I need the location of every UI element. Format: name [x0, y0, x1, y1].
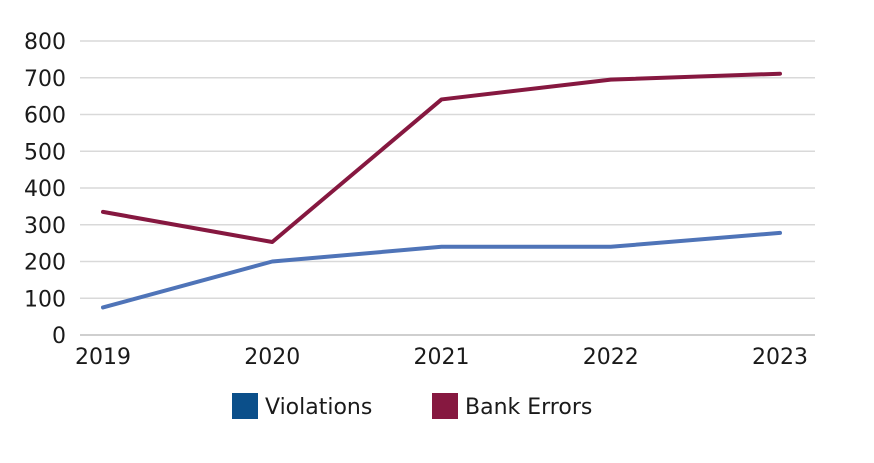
- data-point-bank-errors-2019: [101, 210, 105, 214]
- data-point-bank-errors-2020: [270, 240, 274, 244]
- data-point-violations-2022: [609, 245, 613, 249]
- data-point-bank-errors-2022: [609, 78, 613, 82]
- x-tick-label-2023: 2023: [752, 345, 808, 370]
- y-tick-label-0: 0: [52, 324, 66, 349]
- y-tick-label-700: 700: [24, 67, 66, 92]
- series-line-violations: [101, 230, 782, 310]
- x-axis-tick-labels: 2019 2020 2021 2022 2023: [75, 345, 808, 370]
- y-tick-label-500: 500: [24, 140, 66, 165]
- legend-swatch-bank-errors: [432, 393, 458, 419]
- series-line-bank-errors: [101, 71, 782, 245]
- data-point-violations-2020: [270, 260, 274, 264]
- y-tick-label-300: 300: [24, 214, 66, 239]
- data-point-bank-errors-2023: [778, 72, 782, 76]
- data-point-violations-2023: [778, 231, 782, 235]
- legend: Violations Bank Errors: [232, 393, 592, 420]
- x-tick-label-2022: 2022: [583, 345, 639, 370]
- legend-item-violations: Violations: [232, 393, 372, 420]
- legend-swatch-violations: [232, 393, 258, 419]
- x-tick-label-2020: 2020: [244, 345, 300, 370]
- y-tick-label-100: 100: [24, 287, 66, 312]
- y-tick-label-200: 200: [24, 251, 66, 276]
- x-tick-label-2019: 2019: [75, 345, 131, 370]
- y-tick-label-800: 800: [24, 30, 66, 55]
- data-point-bank-errors-2021: [440, 97, 444, 101]
- series-lines: [101, 71, 782, 310]
- y-axis-tick-labels: 0 100 200 300 400 500 600 700 800: [24, 30, 66, 349]
- gridlines: [80, 40, 815, 336]
- legend-label-violations: Violations: [265, 395, 372, 420]
- y-tick-label-400: 400: [24, 177, 66, 202]
- legend-item-bank-errors: Bank Errors: [432, 393, 592, 420]
- legend-label-bank-errors: Bank Errors: [465, 395, 592, 420]
- data-point-violations-2019: [101, 305, 105, 309]
- x-tick-label-2021: 2021: [414, 345, 470, 370]
- data-point-violations-2021: [440, 245, 444, 249]
- y-tick-label-600: 600: [24, 104, 66, 129]
